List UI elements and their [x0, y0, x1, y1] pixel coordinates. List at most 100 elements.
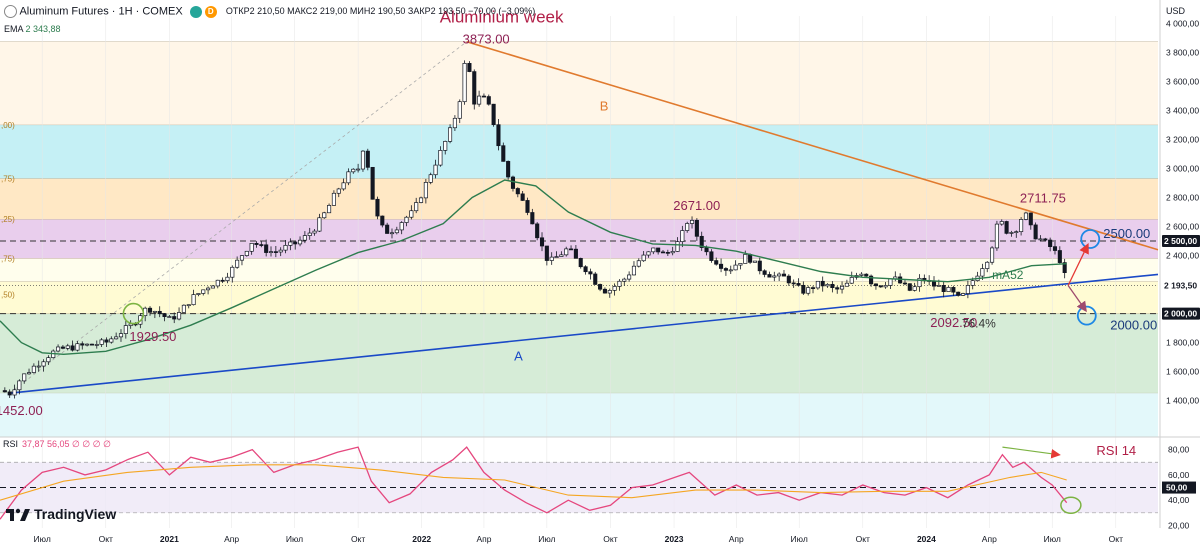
candle-body	[544, 245, 549, 261]
candle-body	[118, 333, 124, 338]
trendline-a	[9, 273, 1159, 394]
candle-body	[931, 280, 937, 287]
candle-body	[622, 278, 627, 282]
ohlc-readout: ОТКР2 210,50 МАКС2 219,00 МИН2 190,50 ЗА…	[226, 6, 535, 16]
candle-body	[656, 247, 661, 253]
candle-body	[360, 150, 365, 170]
time-tick-label: Апр	[729, 534, 744, 544]
candle-body	[191, 294, 196, 306]
candle-body	[375, 198, 380, 217]
annotation-low-2024: 2092.50	[930, 315, 977, 330]
rsi-tick-label: 60,00	[1168, 470, 1190, 480]
trendline-b	[466, 40, 1159, 251]
price-tick-label: 2 600,00	[1166, 222, 1199, 232]
candle-body	[36, 365, 41, 368]
low-value: 2 190,50	[370, 6, 406, 17]
candle-body	[46, 357, 51, 363]
candle-body	[525, 200, 530, 213]
candle-body	[849, 277, 854, 284]
candle-body	[844, 282, 849, 287]
candle-body	[2, 390, 7, 393]
candle-body	[467, 63, 472, 72]
candle-body	[956, 291, 961, 296]
fib-base-line	[9, 41, 467, 394]
annotation-ma52: mA52	[992, 268, 1024, 282]
candle-body	[902, 282, 908, 285]
time-tick-label: Апр	[224, 534, 239, 544]
open-label: ОТКР	[225, 6, 250, 17]
candle-body	[796, 283, 801, 286]
time-tick-label: Июл	[791, 534, 808, 544]
candle-body	[559, 254, 564, 257]
candle-body	[109, 338, 114, 343]
rsi-pane[interactable]: 20,00 40,00 60,00 80,00 50,00 RSI 37,87 56,05 …	[0, 436, 1200, 530]
tradingview-logo[interactable]: TradingView	[6, 506, 116, 522]
candle-body	[268, 251, 274, 253]
candle-body	[65, 345, 70, 349]
fib-level-label: ,75)	[1, 254, 15, 263]
candle-body	[41, 361, 46, 367]
candle-body	[418, 197, 424, 203]
candle-body	[172, 316, 177, 320]
candle-body	[60, 346, 65, 349]
candle-body	[230, 266, 235, 278]
annotation-layer: 3873.00 2671.00 2711.75 1929.50 1452.00 2092.…	[0, 8, 1157, 419]
candle-body	[1052, 246, 1058, 251]
candle-body	[510, 176, 516, 189]
candle-body	[177, 312, 182, 320]
fib-zone	[0, 313, 1158, 394]
rsi-legend-values: 37,87 56,05 ∅ ∅ ∅ ∅	[22, 439, 111, 449]
candle-body	[370, 166, 375, 200]
candle-body	[772, 275, 777, 278]
candle-body	[840, 285, 845, 290]
ema-value: 2 343,88	[25, 24, 61, 34]
candle-body	[351, 168, 356, 173]
candle-body	[564, 248, 569, 256]
time-tick-label: Окт	[351, 534, 365, 544]
candle-body	[549, 256, 554, 261]
symbol-icon	[4, 5, 17, 18]
candle-body	[264, 244, 269, 253]
candle-body	[239, 255, 245, 261]
price-tick-label: 3 600,00	[1166, 76, 1199, 86]
candle-body	[206, 287, 211, 291]
time-tick-label: Апр	[476, 534, 491, 544]
candle-body	[980, 268, 985, 277]
candle-body	[472, 71, 477, 105]
ema-label: EMA	[4, 24, 24, 34]
candle-body	[244, 250, 249, 256]
candle-body	[104, 339, 109, 343]
symbol-title[interactable]: Aluminum Futures · 1Н · COMEX	[19, 5, 183, 18]
candle-body	[612, 286, 617, 291]
candle-body	[12, 389, 17, 396]
candle-body	[723, 268, 728, 271]
candle-body	[196, 293, 201, 295]
price-tag-2000-bg	[1162, 307, 1200, 320]
candle-body	[80, 343, 85, 346]
fib-level-label: ,75)	[1, 175, 15, 184]
candle-body	[307, 232, 312, 236]
candle-body	[786, 275, 791, 284]
rsi-highlight-circle	[1060, 496, 1082, 514]
candle-body	[99, 339, 104, 345]
ema-legend[interactable]: EMA 2 343,88	[4, 24, 61, 34]
ema-line	[0, 179, 1067, 356]
annotation-target-2500: 2500.00	[1103, 226, 1150, 241]
chart-title: Aluminium week	[440, 8, 564, 27]
price-tick-label: 3 000,00	[1166, 163, 1199, 173]
candle-body	[322, 212, 327, 219]
candle-body	[815, 280, 820, 289]
candle-body	[864, 273, 869, 277]
candle-body	[598, 284, 603, 290]
rsi-mid-tag: 50,00	[1166, 483, 1188, 493]
candle-body	[341, 182, 346, 190]
candle-body	[365, 150, 370, 168]
candle-body	[990, 247, 995, 263]
candle-body	[970, 280, 975, 286]
candle-body	[1057, 250, 1062, 263]
candle-body	[297, 239, 303, 245]
candle-body	[641, 254, 646, 262]
candle-body	[936, 285, 941, 287]
